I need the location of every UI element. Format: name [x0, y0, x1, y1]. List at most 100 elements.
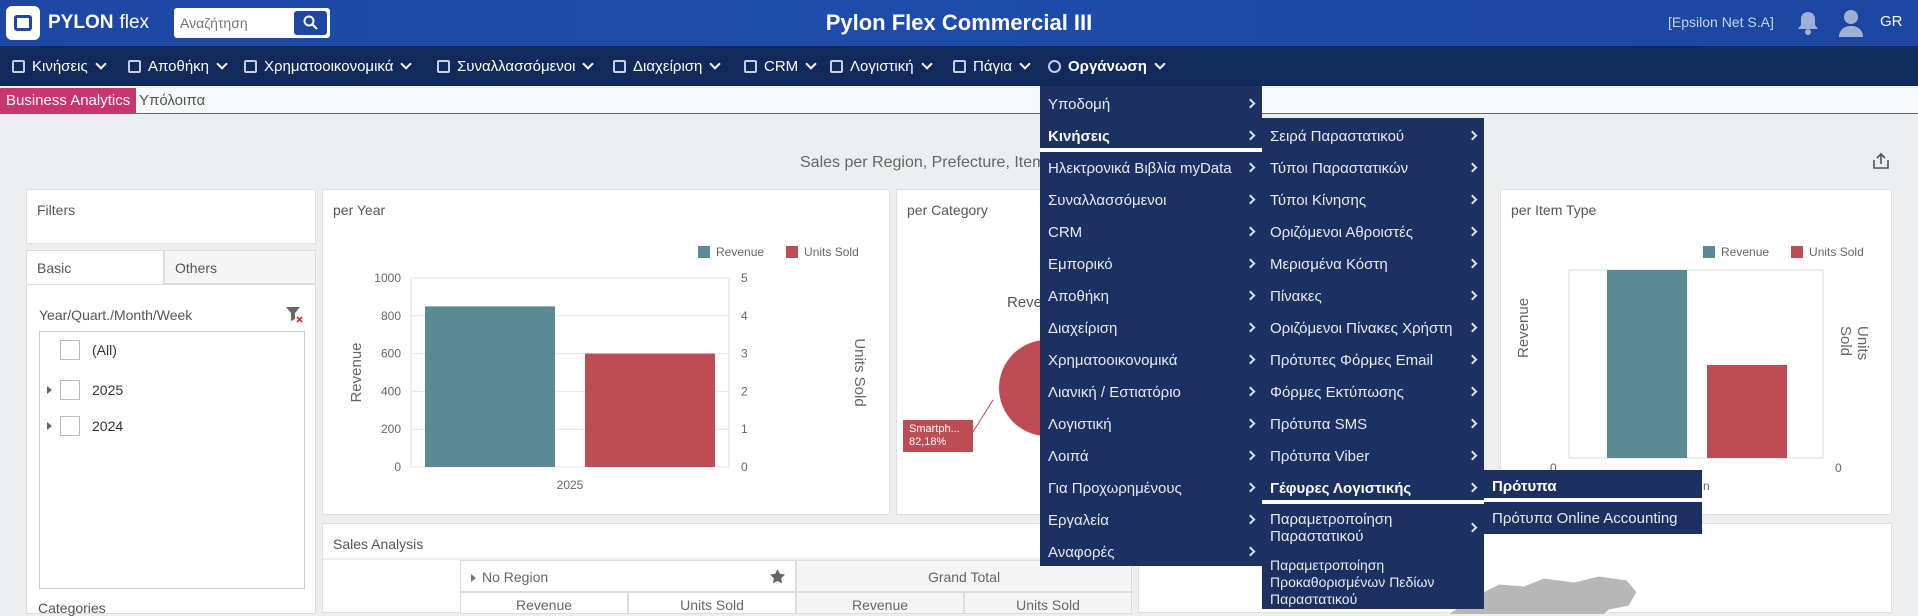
- chevron-down-icon: [582, 57, 595, 70]
- app-logo[interactable]: PYLON flex: [6, 6, 162, 40]
- nav-item-xrimatooikonomika[interactable]: Χρηματοοικονομικά: [244, 46, 413, 86]
- menu-item-ypodomi[interactable]: Υποδομή: [1040, 88, 1262, 120]
- per-category-chart: [970, 340, 1045, 436]
- submenu-item-merismena-kosti[interactable]: Μερισμένα Κόστη: [1262, 248, 1484, 280]
- nav-item-apothiki[interactable]: Αποθήκη: [128, 46, 228, 86]
- legend-label: Revenue: [716, 245, 765, 259]
- nav-item-organosi[interactable]: Οργάνωση: [1048, 46, 1166, 86]
- nav-item-kiniseis[interactable]: Κινήσεις: [12, 46, 107, 86]
- tab-basic[interactable]: Basic: [26, 250, 164, 284]
- user-icon[interactable]: [1838, 9, 1864, 37]
- submenu-item-pinakes-xristi[interactable]: Οριζόμενοι Πίνακες Χρήστη: [1262, 312, 1484, 344]
- submenu-item-athroistes[interactable]: Οριζόμενοι Αθροιστές: [1262, 216, 1484, 248]
- menu-item-label: Αναφορές: [1048, 543, 1115, 561]
- nav-item-logistiki[interactable]: Λογιστική: [830, 46, 933, 86]
- chevron-right-icon: [1467, 450, 1478, 461]
- menu-item-crm[interactable]: CRM: [1040, 216, 1262, 248]
- submenu-item-seira[interactable]: Σειρά Παραστατικού: [1262, 120, 1484, 152]
- submenu-item-typoi-kinisis[interactable]: Τύποι Κίνησης: [1262, 184, 1484, 216]
- menu-item-label: Οριζόμενοι Αθροιστές: [1270, 223, 1413, 241]
- filter-item-2025[interactable]: 2025: [47, 378, 123, 402]
- bar-units-sold[interactable]: [585, 353, 715, 467]
- subheader-units[interactable]: Units Sold: [628, 592, 796, 614]
- submenu-item-pinakes[interactable]: Πίνακες: [1262, 280, 1484, 312]
- menu-item-kiniseis[interactable]: Κινήσεις: [1040, 120, 1262, 152]
- organosi-menu: Υποδομή Κινήσεις Ηλεκτρονικά Βιβλία myDa…: [1040, 86, 1262, 566]
- expand-icon[interactable]: [471, 574, 476, 582]
- checkbox[interactable]: [60, 416, 80, 436]
- menu-item-ergaleia[interactable]: Εργαλεία: [1040, 504, 1262, 536]
- menu-item-diaxeirisi[interactable]: Διαχείριση: [1040, 312, 1262, 344]
- submenu-item-protypa[interactable]: Πρότυπα: [1484, 470, 1702, 502]
- language-selector[interactable]: GR: [1880, 13, 1903, 30]
- chevron-right-icon: [1467, 354, 1478, 365]
- submenu-item-online-accounting[interactable]: Πρότυπα Online Accounting: [1484, 502, 1702, 534]
- export-icon[interactable]: [1872, 152, 1890, 170]
- clear-filter-icon[interactable]: [285, 305, 303, 323]
- submenu-item-email-forms[interactable]: Πρότυπες Φόρμες Email: [1262, 344, 1484, 376]
- plot-area: [1568, 269, 1824, 459]
- search-button[interactable]: [294, 11, 327, 35]
- menu-item-lianiki[interactable]: Λιανική / Εστιατόριο: [1040, 376, 1262, 408]
- menu-item-loipa[interactable]: Λοιπά: [1040, 440, 1262, 472]
- subheader-revenue-total[interactable]: Revenue: [796, 592, 964, 614]
- nav-item-synallassomenoi[interactable]: Συναλλασσόμενοι: [437, 46, 595, 86]
- nav-item-crm[interactable]: CRM: [744, 46, 817, 86]
- expand-icon[interactable]: [47, 386, 52, 394]
- nav-label: CRM: [764, 57, 799, 75]
- chevron-right-icon: [1245, 194, 1256, 205]
- menu-item-xrimatooikonomika[interactable]: Χρηματοοικονομικά: [1040, 344, 1262, 376]
- pie-label-name: Smartph...: [909, 423, 960, 435]
- menu-item-label: Διαχείριση: [1048, 319, 1118, 337]
- filter-item-all[interactable]: (All): [60, 338, 117, 362]
- subheader-revenue[interactable]: Revenue: [460, 592, 628, 614]
- tab-ypoloipa[interactable]: Υπόλοιπα: [139, 92, 206, 109]
- main-nav: Κινήσεις Αποθήκη Χρηματοοικονομικά Συναλ…: [0, 46, 1918, 86]
- y-tick-label: 0: [1550, 461, 1557, 475]
- subheader-units-total[interactable]: Units Sold: [964, 592, 1132, 614]
- menu-item-proxorimenoi[interactable]: Για Προχωρημένους: [1040, 472, 1262, 504]
- report-title: Sales per Region, Prefecture, Item: [800, 154, 1046, 171]
- chevron-right-icon: [1245, 162, 1256, 173]
- menu-item-anafores[interactable]: Αναφορές: [1040, 536, 1262, 568]
- nav-item-diaxeirisi[interactable]: Διαχείριση: [613, 46, 722, 86]
- submenu-item-print-forms[interactable]: Φόρμες Εκτύπωσης: [1262, 376, 1484, 408]
- submenu-item-parametropoiisi[interactable]: Παραμετροποίηση Παραστατικού: [1262, 504, 1484, 552]
- nav-item-pagia[interactable]: Πάγια: [953, 46, 1031, 86]
- chevron-right-icon: [1245, 514, 1256, 525]
- submenu-item-gefyres-logistikis[interactable]: Γέφυρες Λογιστικής: [1262, 472, 1484, 504]
- kiniseis-submenu: Σειρά Παραστατικού Τύποι Παραστατικών Τύ…: [1262, 118, 1484, 609]
- menu-item-apothiki[interactable]: Αποθήκη: [1040, 280, 1262, 312]
- expand-icon[interactable]: [47, 422, 52, 430]
- column-header-grand-total[interactable]: Grand Total: [796, 560, 1132, 592]
- menu-item-label: Συναλλασσόμενοι: [1048, 191, 1167, 209]
- search-input[interactable]: [174, 8, 292, 38]
- bar-revenue[interactable]: [1607, 270, 1687, 458]
- menu-item-synallassomenoi[interactable]: Συναλλασσόμενοι: [1040, 184, 1262, 216]
- pie-slice-smartphones[interactable]: [999, 340, 1045, 436]
- nav-label: Λογιστική: [850, 57, 914, 75]
- submenu-item-viber[interactable]: Πρότυπα Viber: [1262, 440, 1484, 472]
- star-icon[interactable]: [770, 569, 785, 584]
- pie-label-percent: 82,18%: [909, 436, 947, 448]
- bell-icon[interactable]: [1796, 10, 1820, 36]
- legend-swatch-units: [786, 246, 799, 258]
- menu-item-mydata[interactable]: Ηλεκτρονικά Βιβλία myData: [1040, 152, 1262, 184]
- legend-label: Revenue: [1721, 245, 1770, 259]
- menu-item-emporiko[interactable]: Εμπορικό: [1040, 248, 1262, 280]
- bar-revenue[interactable]: [425, 306, 555, 467]
- checkbox[interactable]: [60, 380, 80, 400]
- column-header-region[interactable]: No Region: [460, 560, 796, 592]
- menu-item-logistiki[interactable]: Λογιστική: [1040, 408, 1262, 440]
- tab-others[interactable]: Others: [164, 250, 316, 284]
- submenu-item-typoi-parastatikon[interactable]: Τύποι Παραστατικών: [1262, 152, 1484, 184]
- nav-label: Συναλλασσόμενοι: [457, 57, 576, 75]
- submenu-item-sms[interactable]: Πρότυπα SMS: [1262, 408, 1484, 440]
- bar-units-sold[interactable]: [1707, 365, 1787, 458]
- menu-item-label: Πρότυπα: [1492, 477, 1557, 495]
- tab-business-analytics[interactable]: Business Analytics: [0, 88, 137, 113]
- region-map[interactable]: [1139, 524, 1893, 614]
- submenu-item-parametropoiisi-pedion[interactable]: Παραμετροποίηση Προκαθορισμένων Πεδίων Π…: [1262, 556, 1484, 608]
- filter-item-2024[interactable]: 2024: [47, 414, 123, 438]
- checkbox[interactable]: [60, 340, 80, 360]
